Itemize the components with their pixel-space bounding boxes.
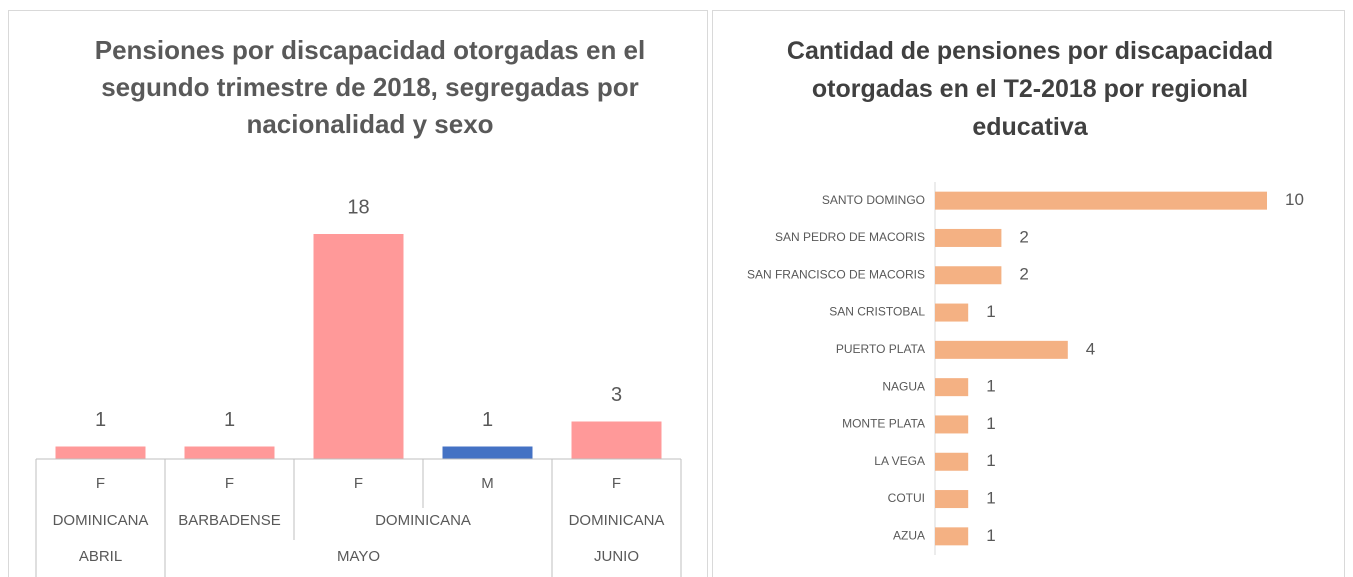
x-tick-label: F [612, 475, 621, 492]
bar [313, 234, 404, 459]
y-tick-label: MONTE PLATA [842, 417, 925, 431]
y-tick-label: SAN FRANCISCO DE MACORIS [747, 267, 925, 281]
left-panel [8, 10, 708, 577]
data-label: 1 [986, 377, 995, 396]
x-tick-label: M [481, 475, 494, 492]
data-label: 3 [611, 384, 622, 406]
bar [935, 527, 969, 546]
group-label: DOMINICANA [569, 512, 665, 529]
x-tick-label: F [96, 475, 105, 492]
bar [935, 452, 969, 471]
data-label: 1 [986, 302, 995, 321]
data-label: 1 [482, 409, 493, 431]
group-label: JUNIO [594, 548, 639, 565]
bar [935, 378, 969, 397]
bar [55, 446, 146, 459]
group-label: DOMINICANA [375, 512, 471, 529]
data-label: 2 [1019, 265, 1028, 284]
bar [935, 191, 1267, 210]
bar [935, 340, 1068, 359]
chart-title: Cantidad de pensiones por discapacidad o… [786, 37, 1274, 141]
y-tick-label: PUERTO PLATA [836, 342, 925, 356]
bar [571, 421, 662, 459]
x-tick-label: F [225, 475, 234, 492]
bar [935, 490, 969, 509]
bar [935, 266, 1002, 285]
bar [935, 415, 969, 434]
bar [935, 228, 1002, 247]
data-label: 1 [986, 489, 995, 508]
data-label: 1 [986, 526, 995, 545]
y-tick-label: SAN PEDRO DE MACORIS [775, 230, 925, 244]
data-label: 2 [1019, 227, 1028, 246]
y-tick-label: NAGUA [882, 379, 925, 393]
y-tick-label: COTUI [888, 491, 925, 505]
y-tick-label: SANTO DOMINGO [822, 193, 925, 207]
data-label: 1 [224, 409, 235, 431]
group-label: MAYO [337, 548, 380, 565]
chart-title: Pensiones por discapacidad otorgadas en … [94, 35, 646, 139]
y-tick-label: LA VEGA [874, 454, 925, 468]
bar [442, 446, 533, 459]
y-tick-label: AZUA [893, 529, 925, 543]
group-label: BARBADENSE [178, 512, 281, 529]
bar [184, 446, 275, 459]
x-tick-label: F [354, 475, 363, 492]
data-label: 1 [95, 409, 106, 431]
data-label: 4 [1086, 339, 1095, 358]
data-label: 1 [986, 451, 995, 470]
data-label: 10 [1285, 190, 1304, 209]
right-panel [712, 10, 1345, 577]
y-tick-label: SAN CRISTOBAL [829, 305, 925, 319]
group-label: ABRIL [79, 548, 122, 565]
data-label: 1 [986, 414, 995, 433]
bar [935, 303, 969, 322]
data-label: 18 [347, 196, 369, 218]
group-label: DOMINICANA [53, 512, 149, 529]
